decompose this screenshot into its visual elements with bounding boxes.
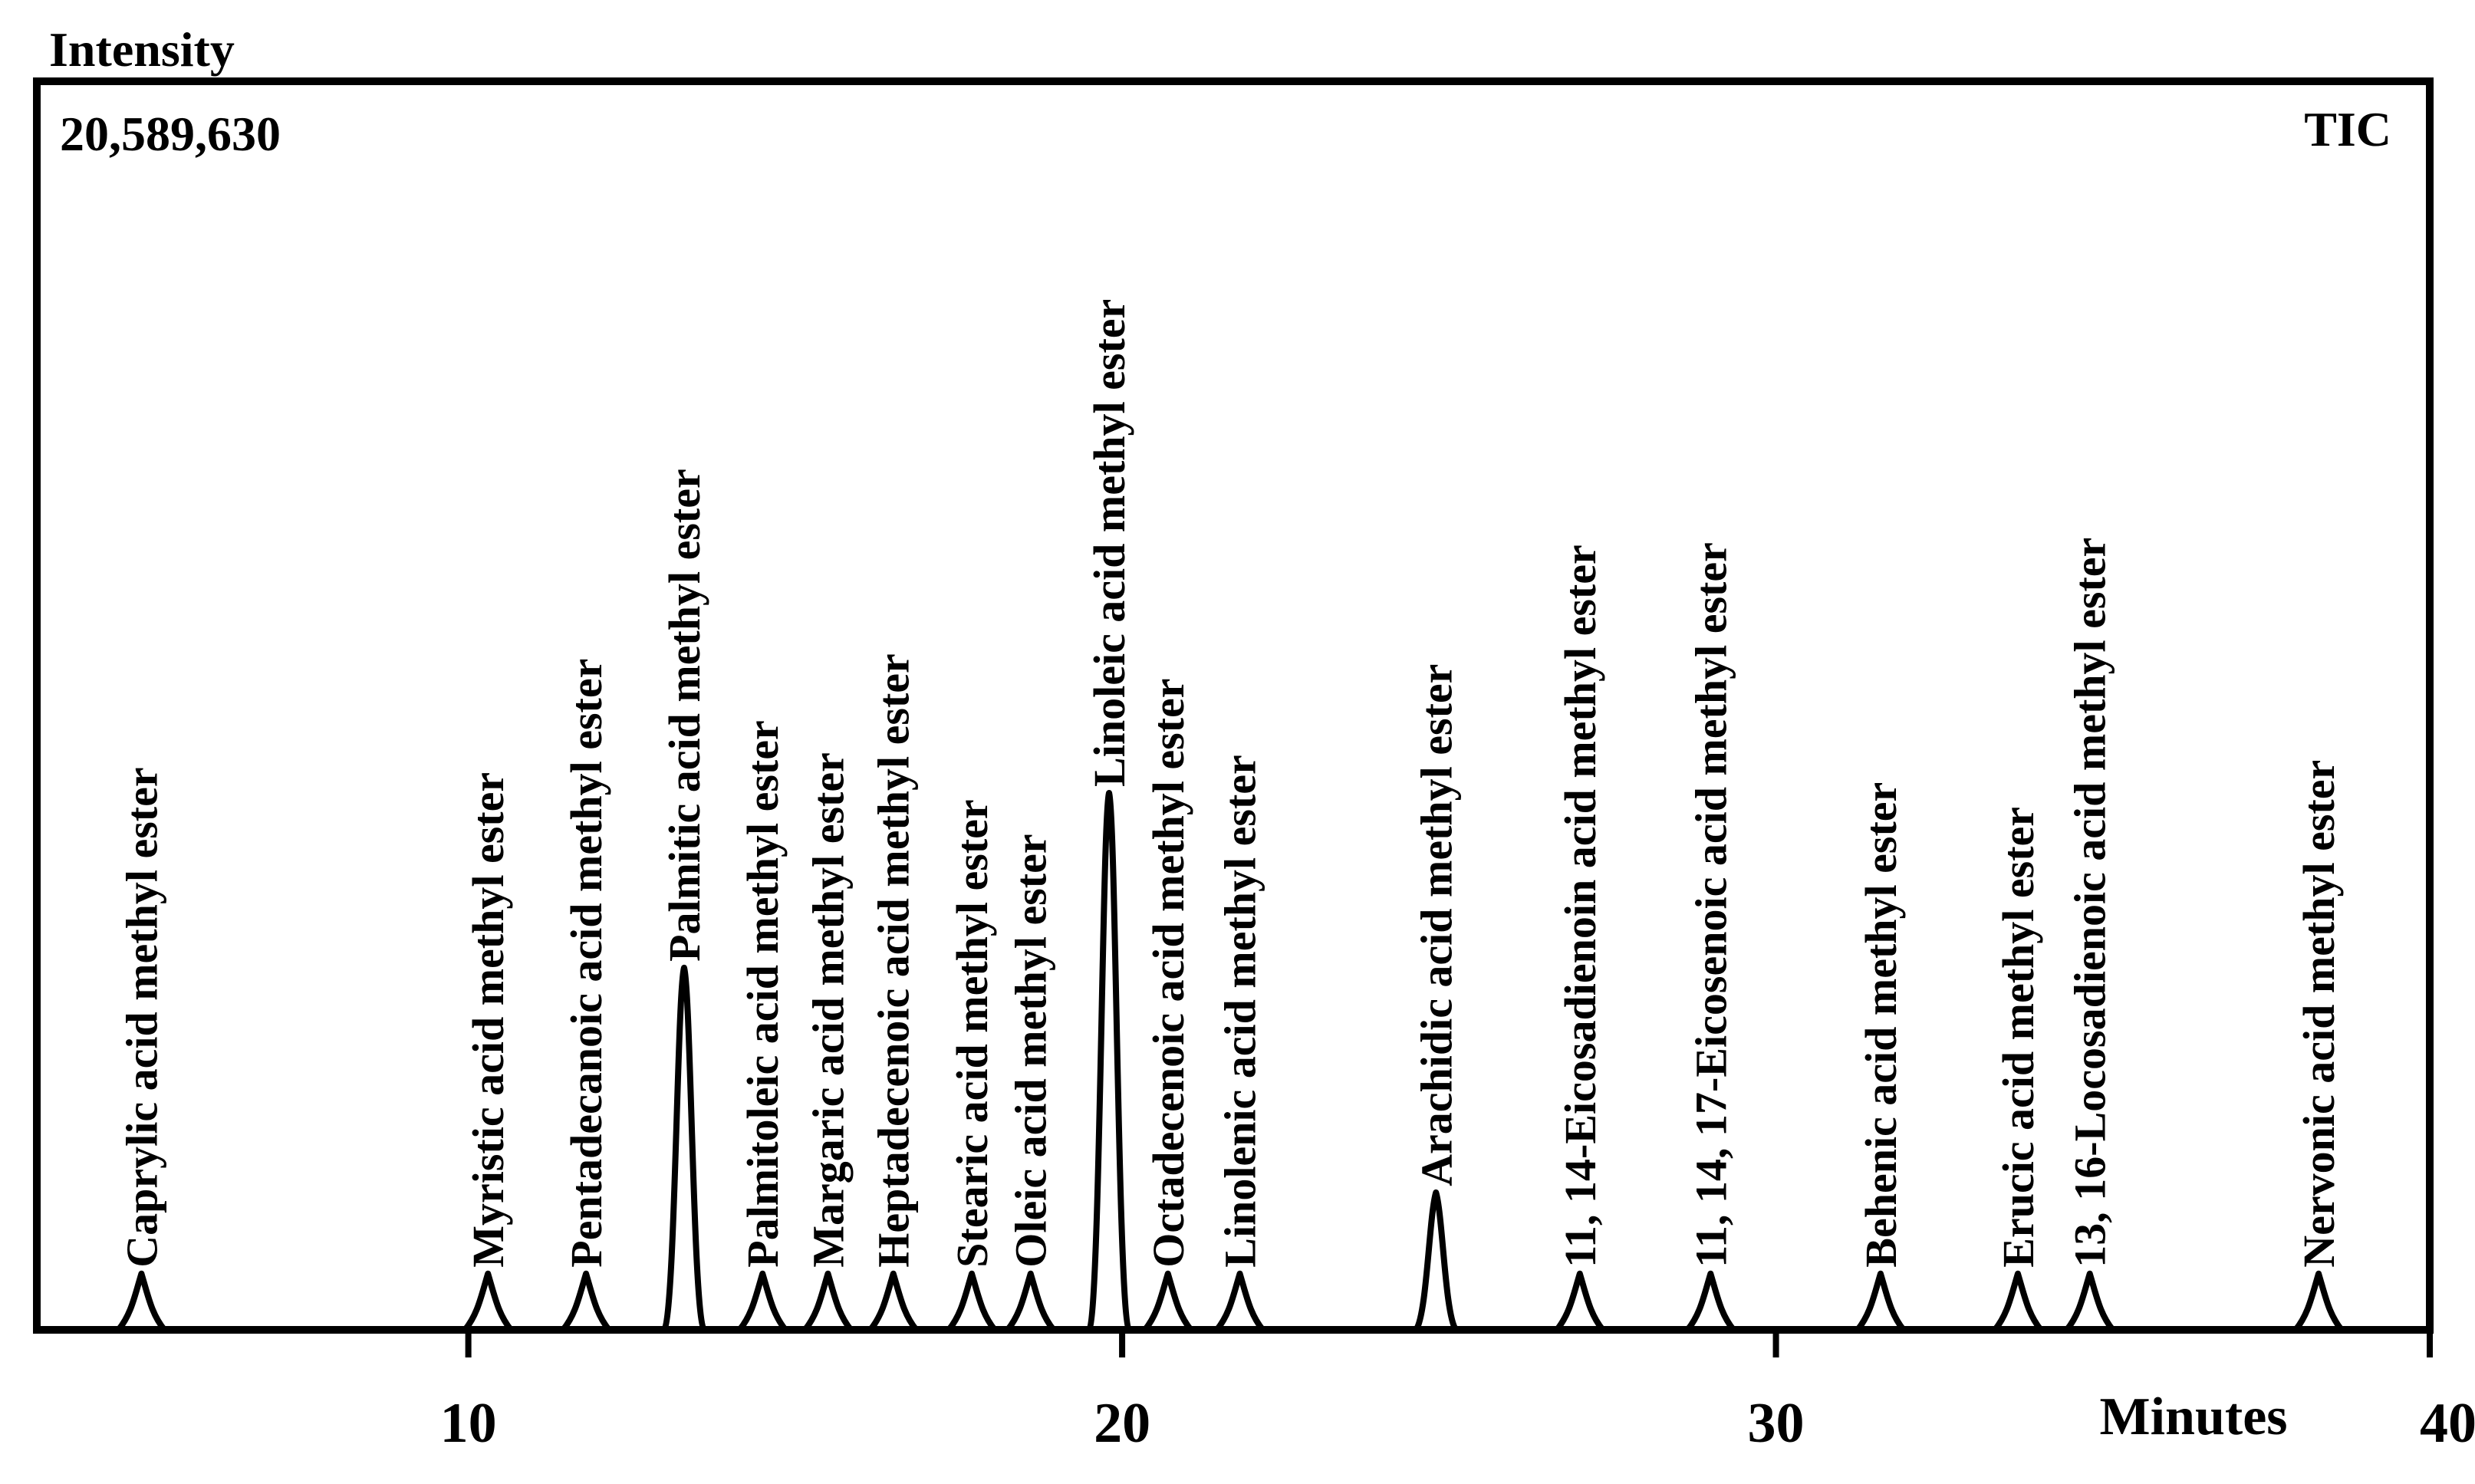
peak-label: Linolenic acid methyl ester [1216, 755, 1265, 1268]
peak [2292, 1270, 2345, 1332]
peak-label: Margaric acid methyl ester [803, 752, 853, 1268]
peak [2064, 1270, 2115, 1332]
peak-label: Nervonic acid methyl ester [2294, 760, 2344, 1268]
peak-labels: Caprylic acid methyl ester Myristic acid … [117, 299, 2344, 1268]
peak [560, 1270, 612, 1332]
peak-label: Oleic acid methyl ester [1006, 834, 1056, 1267]
peak [1554, 1270, 1605, 1332]
tic-trace [116, 789, 2345, 1332]
peak-label: 13, 16-Locosadienoic acid methyl ester [2065, 538, 2115, 1268]
peak [802, 1270, 854, 1332]
peak [1855, 1270, 1907, 1332]
x-tick-label: 30 [1748, 1392, 1805, 1455]
peak [1214, 1270, 1265, 1332]
trace-label: TIC [2304, 102, 2391, 156]
peak-label: Caprylic acid methyl ester [117, 767, 166, 1267]
peak [1005, 1270, 1056, 1332]
peak-label: Arachidic acid methyl ester [1411, 664, 1461, 1186]
x-tick-label: 10 [440, 1392, 497, 1455]
peak [867, 1270, 919, 1332]
peak-label: Palmitic acid methyl ester [660, 469, 709, 962]
peak-label: Behenic acid methyl ester [1856, 782, 1906, 1268]
peak [737, 1270, 788, 1332]
peak-label: 11, 14, 17-Eicosenoic acid methyl ester [1686, 542, 1736, 1268]
peak-label: 11, 14-Eicosadienoin acid methyl ester [1555, 545, 1605, 1267]
peak-label: Palmitoleic acid methyl ester [738, 720, 788, 1267]
peak [462, 1270, 514, 1332]
peak [1142, 1270, 1193, 1332]
peak [1685, 1270, 1736, 1332]
peak [1086, 789, 1132, 1332]
x-tick-label: 40 [2420, 1392, 2475, 1455]
x-tick-label: 20 [1094, 1392, 1150, 1455]
peak [1992, 1270, 2044, 1332]
peak-label: Pentadecanoic acid methyl ester [561, 659, 611, 1268]
peak-label: Stearic acid methyl ester [947, 799, 997, 1267]
peak-label: Octadecenoic acid methyl ester [1144, 678, 1193, 1267]
peak-label: Myristic acid methyl ester [463, 772, 513, 1268]
peak-label: Linoleic acid methyl ester [1084, 299, 1134, 787]
x-axis-ticks: 10 20 30 40 [440, 1330, 2475, 1455]
peak [116, 1270, 167, 1332]
y-axis-label: Intensity [49, 22, 235, 77]
plot-frame [33, 77, 2434, 1334]
peak [1413, 1189, 1459, 1332]
y-max-label: 20,589,630 [60, 107, 281, 161]
peak [946, 1270, 998, 1332]
peak [661, 964, 707, 1332]
peak-label: Heptadecenoic acid methyl ester [869, 653, 919, 1268]
x-axis-label: Minutes [2100, 1387, 2288, 1446]
peak-label: Erucic acid methyl ester [1993, 807, 2043, 1268]
